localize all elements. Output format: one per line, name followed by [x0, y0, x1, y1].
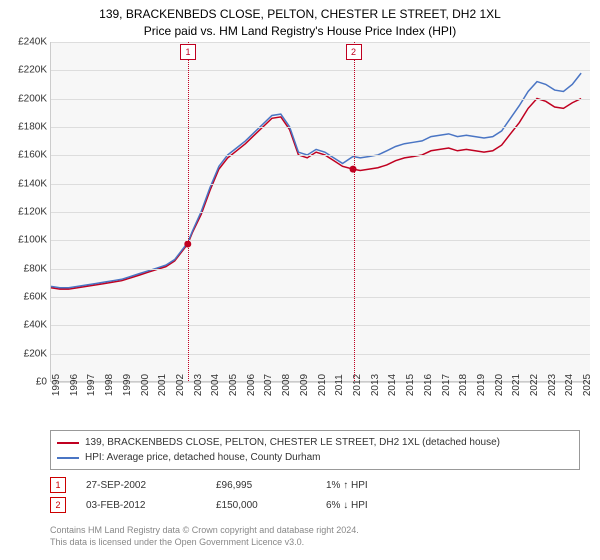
legend-swatch-property — [57, 442, 79, 444]
x-axis-label: 2024 — [564, 374, 575, 396]
x-axis-label: 1996 — [69, 374, 80, 396]
tx-pct-2: 6% ↓ HPI — [326, 500, 386, 511]
y-axis-label: £240K — [18, 37, 47, 48]
chart-container: 139, BRACKENBEDS CLOSE, PELTON, CHESTER … — [0, 0, 600, 560]
x-axis-label: 2006 — [246, 374, 257, 396]
x-axis-label: 2003 — [193, 374, 204, 396]
tx-vline — [354, 42, 355, 381]
x-axis-label: 1999 — [122, 374, 133, 396]
tx-price-1: £96,995 — [216, 480, 326, 491]
x-axis-label: 2007 — [263, 374, 274, 396]
x-axis-label: 2000 — [140, 374, 151, 396]
y-axis-label: £140K — [18, 178, 47, 189]
chart-subtitle: Price paid vs. HM Land Registry's House … — [0, 23, 600, 40]
x-axis-label: 1995 — [51, 374, 62, 396]
y-axis-label: £40K — [24, 320, 47, 331]
y-axis-label: £120K — [18, 207, 47, 218]
x-axis-label: 2013 — [370, 374, 381, 396]
legend-row-hpi: HPI: Average price, detached house, Coun… — [57, 450, 573, 465]
y-axis-label: £60K — [24, 292, 47, 303]
tx-price-2: £150,000 — [216, 500, 326, 511]
x-axis-label: 2001 — [157, 374, 168, 396]
x-axis-label: 2022 — [529, 374, 540, 396]
x-axis-label: 2020 — [494, 374, 505, 396]
tx-vline — [188, 42, 189, 381]
legend-row-property: 139, BRACKENBEDS CLOSE, PELTON, CHESTER … — [57, 435, 573, 450]
x-axis-label: 2023 — [547, 374, 558, 396]
table-row: 1 27-SEP-2002 £96,995 1% ↑ HPI — [50, 475, 386, 495]
y-axis-label: £160K — [18, 150, 47, 161]
plot-area: £0£20K£40K£60K£80K£100K£120K£140K£160K£1… — [50, 42, 590, 382]
x-axis-label: 2011 — [334, 374, 345, 396]
x-axis-label: 2014 — [387, 374, 398, 396]
tx-marker-box: 2 — [346, 44, 362, 60]
legend-box: 139, BRACKENBEDS CLOSE, PELTON, CHESTER … — [50, 430, 580, 470]
tx-marker-1: 1 — [50, 477, 66, 493]
x-axis-label: 2004 — [210, 374, 221, 396]
y-axis-label: £80K — [24, 263, 47, 274]
x-axis-label: 2018 — [458, 374, 469, 396]
footer-line-1: Contains HM Land Registry data © Crown c… — [50, 525, 359, 537]
chart-title: 139, BRACKENBEDS CLOSE, PELTON, CHESTER … — [0, 6, 600, 23]
legend-label-hpi: HPI: Average price, detached house, Coun… — [85, 450, 321, 465]
legend-swatch-hpi — [57, 457, 79, 459]
series-line-hpi — [51, 73, 581, 288]
tx-marker-box: 1 — [180, 44, 196, 60]
x-axis-label: 2025 — [582, 374, 593, 396]
tx-date-1: 27-SEP-2002 — [86, 480, 216, 491]
y-axis-label: £0 — [36, 377, 47, 388]
x-axis-label: 1997 — [86, 374, 97, 396]
x-axis-label: 2017 — [441, 374, 452, 396]
x-axis-label: 2015 — [405, 374, 416, 396]
y-axis-label: £200K — [18, 93, 47, 104]
footer-line-2: This data is licensed under the Open Gov… — [50, 537, 359, 549]
footer-text: Contains HM Land Registry data © Crown c… — [50, 525, 359, 548]
y-axis-label: £20K — [24, 348, 47, 359]
legend-label-property: 139, BRACKENBEDS CLOSE, PELTON, CHESTER … — [85, 435, 500, 450]
y-axis-label: £180K — [18, 122, 47, 133]
x-axis-label: 2002 — [175, 374, 186, 396]
x-axis-label: 2009 — [299, 374, 310, 396]
x-axis-label: 2008 — [281, 374, 292, 396]
tx-marker-2: 2 — [50, 497, 66, 513]
tx-date-2: 03-FEB-2012 — [86, 500, 216, 511]
x-axis-label: 2019 — [476, 374, 487, 396]
x-axis-label: 1998 — [104, 374, 115, 396]
y-axis-label: £100K — [18, 235, 47, 246]
y-axis-label: £220K — [18, 65, 47, 76]
transaction-table: 1 27-SEP-2002 £96,995 1% ↑ HPI 2 03-FEB-… — [50, 475, 386, 515]
tx-pct-1: 1% ↑ HPI — [326, 480, 386, 491]
x-axis-label: 2016 — [423, 374, 434, 396]
title-block: 139, BRACKENBEDS CLOSE, PELTON, CHESTER … — [0, 0, 600, 44]
x-axis-label: 2021 — [511, 374, 522, 396]
table-row: 2 03-FEB-2012 £150,000 6% ↓ HPI — [50, 495, 386, 515]
x-axis-label: 2005 — [228, 374, 239, 396]
x-axis-label: 2010 — [317, 374, 328, 396]
